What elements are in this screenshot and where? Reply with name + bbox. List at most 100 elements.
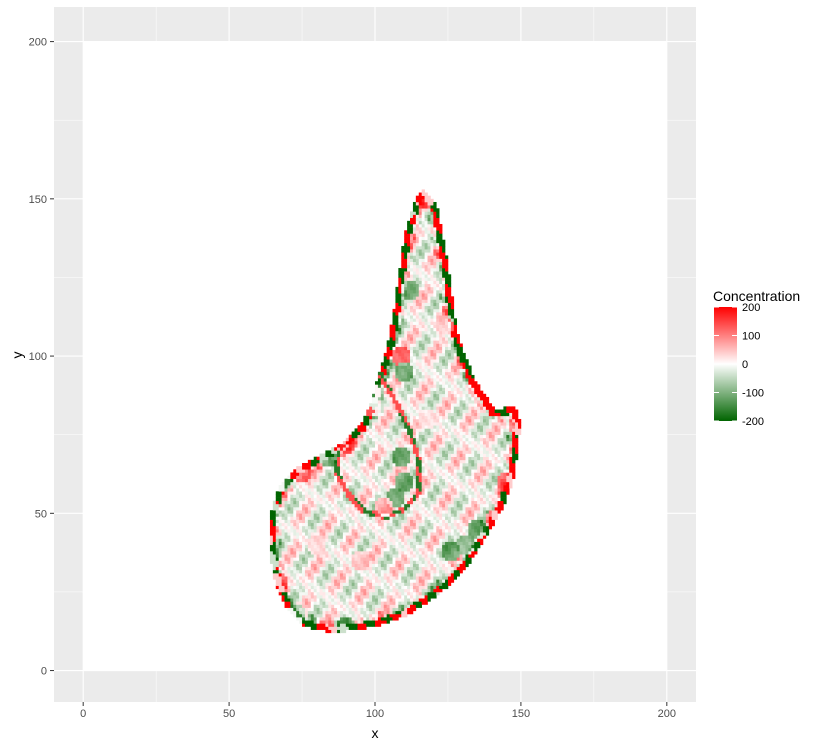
heatmap-cell — [299, 532, 303, 536]
heatmap-cell — [334, 529, 338, 533]
heatmap-cell — [304, 544, 309, 549]
heatmap-cell — [407, 601, 411, 605]
heatmap-cell — [410, 598, 414, 602]
heatmap-cell — [310, 513, 315, 517]
heatmap-cell — [348, 497, 352, 502]
heatmap-cell — [404, 312, 408, 316]
heatmap-cell — [299, 500, 303, 505]
heatmap-cell — [436, 459, 440, 464]
heatmap-cell — [421, 315, 425, 319]
heatmap-cell — [447, 566, 452, 571]
heatmap-cell — [377, 595, 382, 599]
heatmap-cell — [290, 563, 294, 568]
heatmap-cell — [304, 598, 309, 602]
heatmap-cell — [322, 472, 326, 476]
heatmap-cell — [442, 242, 446, 247]
heatmap-cell — [383, 453, 387, 457]
heatmap-cell — [450, 352, 455, 357]
heatmap-cell — [316, 620, 320, 624]
heatmap-cell — [319, 507, 323, 511]
heatmap-cell — [424, 334, 428, 338]
heatmap-cell — [334, 551, 338, 555]
heatmap-cell — [410, 554, 414, 558]
heatmap-cell — [450, 560, 455, 564]
heatmap-cell — [430, 566, 434, 571]
heatmap-cell — [442, 343, 446, 347]
heatmap-cell — [375, 503, 379, 508]
heatmap-cell — [293, 595, 297, 599]
heatmap-cell — [287, 588, 291, 593]
heatmap-cell — [375, 582, 379, 586]
heatmap-cell — [342, 529, 347, 533]
heatmap-cell — [380, 466, 385, 470]
heatmap-cell — [430, 318, 434, 322]
heatmap-cell — [322, 466, 326, 470]
heatmap-cell — [398, 522, 402, 527]
heatmap-cell — [418, 349, 422, 354]
heatmap-cell — [450, 400, 455, 404]
heatmap-cell — [418, 560, 422, 564]
heatmap-cell — [272, 535, 277, 539]
heatmap-cell — [395, 312, 399, 316]
heatmap-cell — [395, 422, 399, 426]
heatmap-cell — [345, 610, 350, 615]
heatmap-cell — [430, 378, 434, 382]
heatmap-cell — [383, 359, 387, 363]
heatmap-cell — [421, 478, 425, 483]
heatmap-cell — [351, 507, 355, 511]
heatmap-cell — [401, 349, 405, 354]
heatmap-cell — [395, 406, 399, 410]
heatmap-cell — [372, 510, 376, 514]
heatmap-cell — [453, 551, 458, 555]
heatmap-cell — [272, 560, 277, 564]
heatmap-cell — [447, 308, 452, 313]
heatmap-cell — [339, 538, 344, 542]
heatmap-cell — [421, 560, 425, 564]
heatmap-cell — [331, 626, 335, 630]
heatmap-cell — [351, 591, 355, 596]
heatmap-cell — [433, 217, 437, 222]
heatmap-cell — [284, 585, 288, 590]
heatmap-cell — [436, 425, 440, 429]
heatmap-cell — [418, 258, 422, 263]
heatmap-cell — [319, 563, 323, 568]
heatmap-cell — [418, 585, 422, 590]
heatmap-cell — [404, 356, 408, 360]
heatmap-cell — [342, 585, 347, 590]
heatmap-cell — [436, 305, 440, 310]
heatmap-cell — [395, 346, 399, 351]
heatmap-cell — [410, 387, 414, 391]
heatmap-cell — [439, 475, 443, 480]
heatmap-cell — [439, 384, 443, 388]
heatmap-cell — [407, 264, 411, 269]
heatmap-cell — [401, 563, 405, 568]
heatmap-cell — [322, 560, 326, 564]
heatmap-cell — [345, 525, 350, 530]
heatmap-cell — [430, 459, 434, 464]
heatmap-cell — [392, 371, 396, 376]
heatmap-cell — [453, 513, 458, 517]
heatmap-cell — [447, 519, 452, 524]
heatmap-cell — [401, 378, 405, 382]
heatmap-cell — [366, 463, 370, 467]
heatmap-cell — [421, 532, 425, 536]
heatmap-cell — [316, 547, 320, 552]
heatmap-cell — [375, 519, 379, 524]
heatmap-cell — [421, 529, 425, 533]
heatmap-cell — [439, 378, 443, 382]
heatmap-cell — [369, 447, 373, 451]
heatmap-cell — [372, 541, 376, 546]
heatmap-cell — [339, 541, 344, 546]
heatmap-cell — [436, 312, 440, 316]
heatmap-cell — [445, 318, 449, 322]
heatmap-cell — [339, 560, 344, 564]
heatmap-cell — [348, 547, 352, 552]
heatmap-cell — [322, 510, 326, 514]
heatmap-cell — [334, 500, 338, 505]
heatmap-cell — [357, 485, 361, 489]
heatmap-cell — [375, 453, 379, 457]
heatmap-cell — [404, 321, 408, 325]
heatmap-cell — [337, 613, 341, 618]
heatmap-cell — [395, 425, 399, 429]
heatmap-cell — [424, 208, 428, 212]
